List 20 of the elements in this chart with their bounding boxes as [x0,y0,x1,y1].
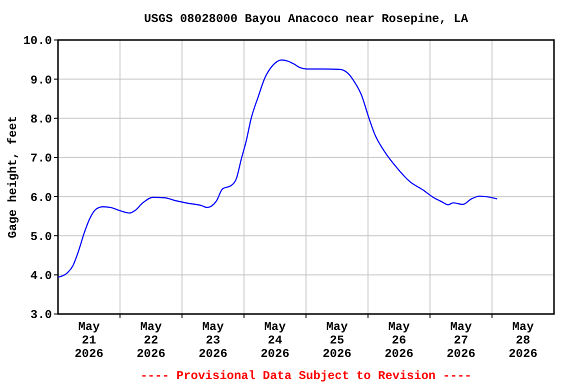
y-axis-title: Gage height, feet [6,116,20,238]
y-tick-label: 4.0 [30,269,52,284]
y-tick-label: 5.0 [30,230,52,244]
y-tick-label: 7.0 [30,152,52,166]
y-tick-label: 8.0 [30,112,52,126]
y-tick-label: 9.0 [30,73,52,88]
y-tick-label: 3.0 [30,308,52,322]
line-series [57,59,498,278]
text: ---- Provisional Data Subject to Revision ---- [140,369,472,383]
y-tick-label: 6.0 [30,190,52,205]
x-tick-label: May 25 2026 [322,320,352,361]
chart-title: USGS 08028000 Bayou Anacoco near Rosepine, LA [144,12,469,26]
x-tick-label: May 23 2026 [198,320,228,361]
y-tick-label: 10.0 [23,34,52,48]
x-tick-label: May 27 2026 [446,320,476,361]
x-tick-label: May 21 2026 [74,320,104,361]
x-tick-label: May 28 2026 [508,320,538,361]
x-tick-label: May 26 2026 [384,320,414,361]
x-tick-label: May 22 2026 [136,320,166,361]
x-tick-label: May 24 2026 [260,320,290,361]
